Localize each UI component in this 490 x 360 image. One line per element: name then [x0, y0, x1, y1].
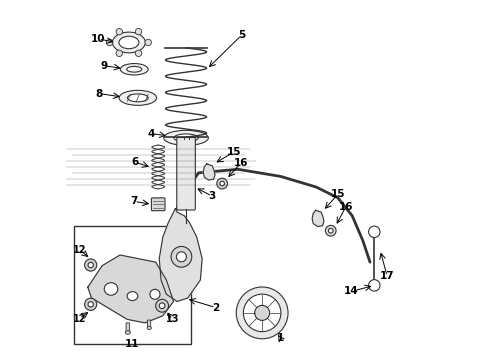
- FancyBboxPatch shape: [147, 320, 151, 328]
- Ellipse shape: [85, 259, 97, 271]
- Ellipse shape: [85, 298, 97, 310]
- Ellipse shape: [104, 283, 118, 295]
- Ellipse shape: [244, 294, 281, 332]
- Circle shape: [159, 303, 165, 309]
- Text: 16: 16: [233, 158, 248, 168]
- Ellipse shape: [164, 130, 208, 145]
- Text: 1: 1: [276, 333, 284, 343]
- Text: 8: 8: [96, 89, 103, 99]
- Ellipse shape: [88, 302, 94, 307]
- Text: 12: 12: [73, 245, 87, 255]
- FancyBboxPatch shape: [151, 198, 165, 211]
- FancyBboxPatch shape: [126, 323, 130, 332]
- Ellipse shape: [127, 94, 148, 102]
- Bar: [74, 226, 192, 344]
- Ellipse shape: [127, 66, 142, 72]
- Circle shape: [145, 39, 151, 46]
- Circle shape: [156, 299, 169, 312]
- Ellipse shape: [113, 32, 146, 53]
- Ellipse shape: [147, 326, 151, 329]
- Ellipse shape: [171, 247, 192, 267]
- Ellipse shape: [236, 287, 288, 339]
- Ellipse shape: [119, 90, 157, 105]
- Text: 14: 14: [344, 287, 359, 296]
- Text: 13: 13: [166, 314, 179, 324]
- Text: 2: 2: [212, 302, 220, 312]
- Circle shape: [135, 50, 142, 57]
- FancyBboxPatch shape: [177, 138, 196, 210]
- Circle shape: [116, 28, 122, 35]
- Ellipse shape: [255, 305, 270, 320]
- Text: 6: 6: [131, 157, 139, 167]
- Ellipse shape: [325, 225, 336, 236]
- Circle shape: [368, 226, 380, 238]
- Circle shape: [368, 280, 380, 291]
- Text: 7: 7: [130, 197, 138, 206]
- Circle shape: [116, 50, 122, 57]
- Polygon shape: [312, 210, 324, 226]
- Ellipse shape: [127, 292, 138, 301]
- Text: 4: 4: [147, 129, 155, 139]
- Circle shape: [135, 28, 142, 35]
- Ellipse shape: [174, 134, 198, 142]
- Ellipse shape: [220, 181, 224, 186]
- Text: 17: 17: [380, 271, 394, 282]
- Polygon shape: [159, 208, 202, 301]
- Text: 9: 9: [100, 61, 107, 71]
- Text: 10: 10: [91, 34, 106, 44]
- Ellipse shape: [176, 252, 186, 262]
- Circle shape: [106, 39, 113, 46]
- Polygon shape: [88, 255, 173, 323]
- Ellipse shape: [88, 262, 94, 268]
- Polygon shape: [203, 164, 215, 180]
- Ellipse shape: [150, 289, 160, 299]
- Ellipse shape: [217, 178, 227, 189]
- Text: 3: 3: [209, 191, 216, 201]
- Text: 16: 16: [339, 202, 353, 212]
- Ellipse shape: [328, 228, 333, 233]
- Text: 5: 5: [238, 30, 245, 40]
- Ellipse shape: [121, 64, 148, 75]
- Text: 11: 11: [125, 339, 140, 348]
- Ellipse shape: [119, 36, 139, 49]
- Text: 12: 12: [73, 314, 86, 324]
- Text: 15: 15: [226, 147, 241, 157]
- Text: 15: 15: [331, 189, 345, 199]
- Ellipse shape: [125, 331, 130, 334]
